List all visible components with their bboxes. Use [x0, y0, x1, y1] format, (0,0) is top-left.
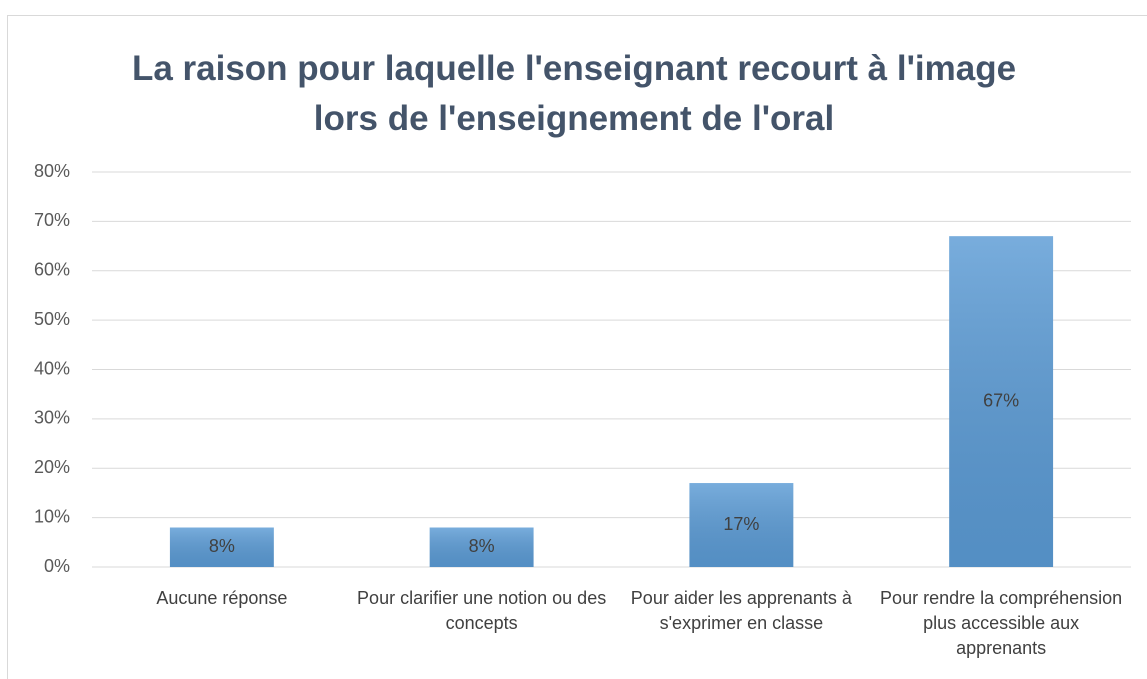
x-tick-label: Pour aider les apprenants à s'exprimer e…: [630, 588, 852, 633]
chart-title: La raison pour laquelle l'enseignant rec…: [131, 49, 1017, 138]
bar-shade: [949, 236, 1054, 567]
data-label: 17%: [723, 514, 759, 534]
bar-shade: [429, 527, 534, 567]
y-tick-label: 0%: [44, 556, 70, 576]
y-tick-label: 70%: [34, 210, 70, 230]
y-tick-label: 50%: [34, 309, 70, 329]
y-tick-label: 80%: [34, 161, 70, 181]
data-label: 67%: [983, 390, 1019, 410]
bar-shade: [169, 527, 274, 567]
x-tick-label: Aucune réponse: [156, 588, 288, 608]
data-label: 8%: [469, 536, 495, 556]
data-label: 8%: [209, 536, 235, 556]
y-tick-label: 30%: [34, 408, 70, 428]
y-tick-label: 20%: [34, 457, 70, 477]
chart-border: [7, 15, 1147, 679]
x-tick-label: Pour clarifier une notion ou des concept…: [357, 588, 607, 633]
y-tick-label: 60%: [34, 260, 70, 280]
y-tick-label: 40%: [34, 358, 70, 378]
bar-shade: [689, 483, 794, 567]
y-tick-label: 10%: [34, 506, 70, 526]
x-tick-label: Pour rendre la compréhension plus access…: [880, 588, 1123, 658]
